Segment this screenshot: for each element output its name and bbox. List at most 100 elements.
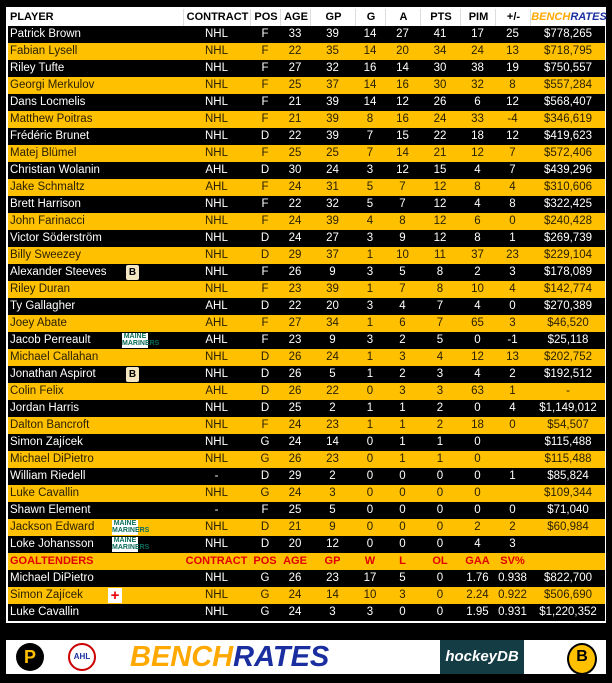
cell-pos: G [260, 453, 270, 465]
cell-salary: $142,774 [544, 283, 592, 295]
cell-c7: 7 [436, 317, 444, 329]
cell-c7: 0 [436, 504, 444, 516]
player-row: Matthew Poitras NHL F 21 39 8 16 24 33 -4 $346,619 [8, 111, 605, 128]
cell-age: 29 [288, 249, 302, 261]
cell-c9: 1 [509, 232, 516, 244]
cell-age: 25 [288, 79, 302, 91]
cell-c7: 3 [436, 385, 444, 397]
header-g: G [355, 9, 386, 26]
cell-c6: 7 [399, 198, 406, 210]
goalie-header-title: GOALTENDERS [10, 555, 94, 567]
cell-c9: 7 [509, 164, 516, 176]
cell-c5: 3 [366, 232, 374, 244]
cell-gp: 14 [326, 589, 339, 601]
cell-salary: $71,040 [547, 504, 589, 516]
cell-contract: NHL [204, 606, 228, 618]
cell-age: 20 [288, 538, 302, 550]
cell-c6: 15 [396, 130, 409, 142]
cell-contract: AHL [205, 181, 228, 193]
cell-c9: 12 [506, 96, 519, 108]
cell-age: 24 [288, 181, 302, 193]
cell-c7: 24 [433, 113, 447, 125]
cell-age: 26 [288, 385, 302, 397]
stats-table: PLAYER CONTRACT POS AGE GP G A PTS PIM +… [6, 7, 607, 623]
cell-c7: 12 [433, 232, 447, 244]
cell-gp: 5 [329, 368, 336, 380]
cell-pos: F [261, 215, 269, 227]
providence-bruins-logo: P [16, 643, 44, 671]
cell-age: 21 [288, 521, 302, 533]
cell-player: Jacob Perreault [10, 334, 91, 346]
cell-player: Jonathan Aspirot [10, 368, 96, 380]
cell-gp: 32 [326, 62, 339, 74]
cell-contract: NHL [204, 402, 228, 414]
cell-c9: -1 [507, 334, 518, 346]
cell-c8: 12 [471, 147, 484, 159]
cell-pos: G [260, 572, 270, 584]
cell-gp: 2 [329, 402, 336, 414]
player-row: Brett Harrison NHL F 22 32 5 7 12 4 8 $322,425 [8, 196, 605, 213]
cell-c8: 32 [471, 79, 484, 91]
cell-salary: $718,795 [544, 45, 592, 57]
cell-c8: 8 [474, 232, 481, 244]
player-row: Simon Zajícek NHL G 24 14 0 1 1 0 $115,488 [8, 434, 605, 451]
goalie-row: Luke Cavallin NHL G 24 3 3 0 0 1.95 0.931 $1,220,3… [8, 604, 605, 621]
cell-salary: $572,406 [544, 147, 592, 159]
cell-c9: 2 [509, 521, 516, 533]
cell-c9: 0 [509, 300, 516, 312]
cell-player: Jake Schmaltz [10, 181, 85, 193]
header-a: A [385, 9, 421, 26]
cell-c5: 7 [366, 147, 374, 159]
table-header: PLAYER CONTRACT POS AGE GP G A PTS PIM +… [8, 9, 607, 26]
cell-pos: F [261, 283, 269, 295]
player-row: Frédéric Brunet NHL D 22 39 7 15 22 18 12 $419,623 [8, 128, 605, 145]
cell-player: Brett Harrison [10, 198, 81, 210]
cell-c8: 6 [474, 96, 481, 108]
cell-age: 25 [288, 504, 302, 516]
cell-c5: 14 [363, 79, 377, 91]
cell-pos: D [260, 300, 270, 312]
cell-contract: - [214, 504, 219, 516]
cell-c9: 12 [506, 130, 519, 142]
cell-c9: 0.938 [498, 572, 527, 584]
cell-contract: NHL [204, 572, 228, 584]
cell-c7: 0 [436, 606, 444, 618]
cell-pos: F [261, 45, 269, 57]
cell-c5: 1 [366, 419, 374, 431]
cell-c6: 14 [396, 147, 409, 159]
cell-salary: - [566, 385, 570, 397]
cell-contract: AHL [205, 334, 228, 346]
cell-c6: 1 [399, 436, 406, 448]
cell-contract: AHL [205, 164, 228, 176]
cell-pos: G [260, 436, 270, 448]
cell-c6: 3 [399, 385, 406, 397]
cell-c9: 0 [509, 419, 516, 431]
cell-c7: 0 [436, 589, 444, 601]
cell-player: Simon Zajícek [10, 589, 83, 601]
cell-c5: 1 [366, 368, 374, 380]
cell-gp: 37 [326, 249, 339, 261]
header-brand-logo: BENCHRATES [530, 9, 607, 26]
cell-c8: 1.95 [466, 606, 489, 618]
player-row: Shawn Element - F 25 5 0 0 0 0 0 $71,040 [8, 502, 605, 519]
cell-age: 23 [288, 334, 302, 346]
cell-c5: 0 [366, 504, 374, 516]
player-row: Matej Blümel NHL F 25 25 7 14 21 12 7 $572,406 [8, 145, 605, 162]
cell-age: 26 [288, 368, 302, 380]
cell-player: Dalton Bancroft [10, 419, 90, 431]
cell-c8: 63 [471, 385, 484, 397]
cell-age: 24 [288, 487, 302, 499]
cell-c7: 5 [436, 334, 444, 346]
cell-c6: 0 [399, 606, 406, 618]
cell-salary: $439,296 [544, 164, 592, 176]
cell-c7: 0 [436, 487, 444, 499]
cell-c5: 5 [366, 198, 374, 210]
cell-c7: 7 [436, 300, 444, 312]
cell-pos: G [260, 487, 270, 499]
player-row: Georgi Merkulov NHL F 25 37 14 16 30 32 8 $557,284 [8, 77, 605, 94]
cell-c7: 41 [433, 28, 447, 40]
cell-age: 24 [288, 606, 302, 618]
cell-c7: 12 [433, 181, 447, 193]
cell-age: 24 [288, 589, 302, 601]
player-row: Luke Cavallin NHL G 24 3 0 0 0 0 $109,344 [8, 485, 605, 502]
